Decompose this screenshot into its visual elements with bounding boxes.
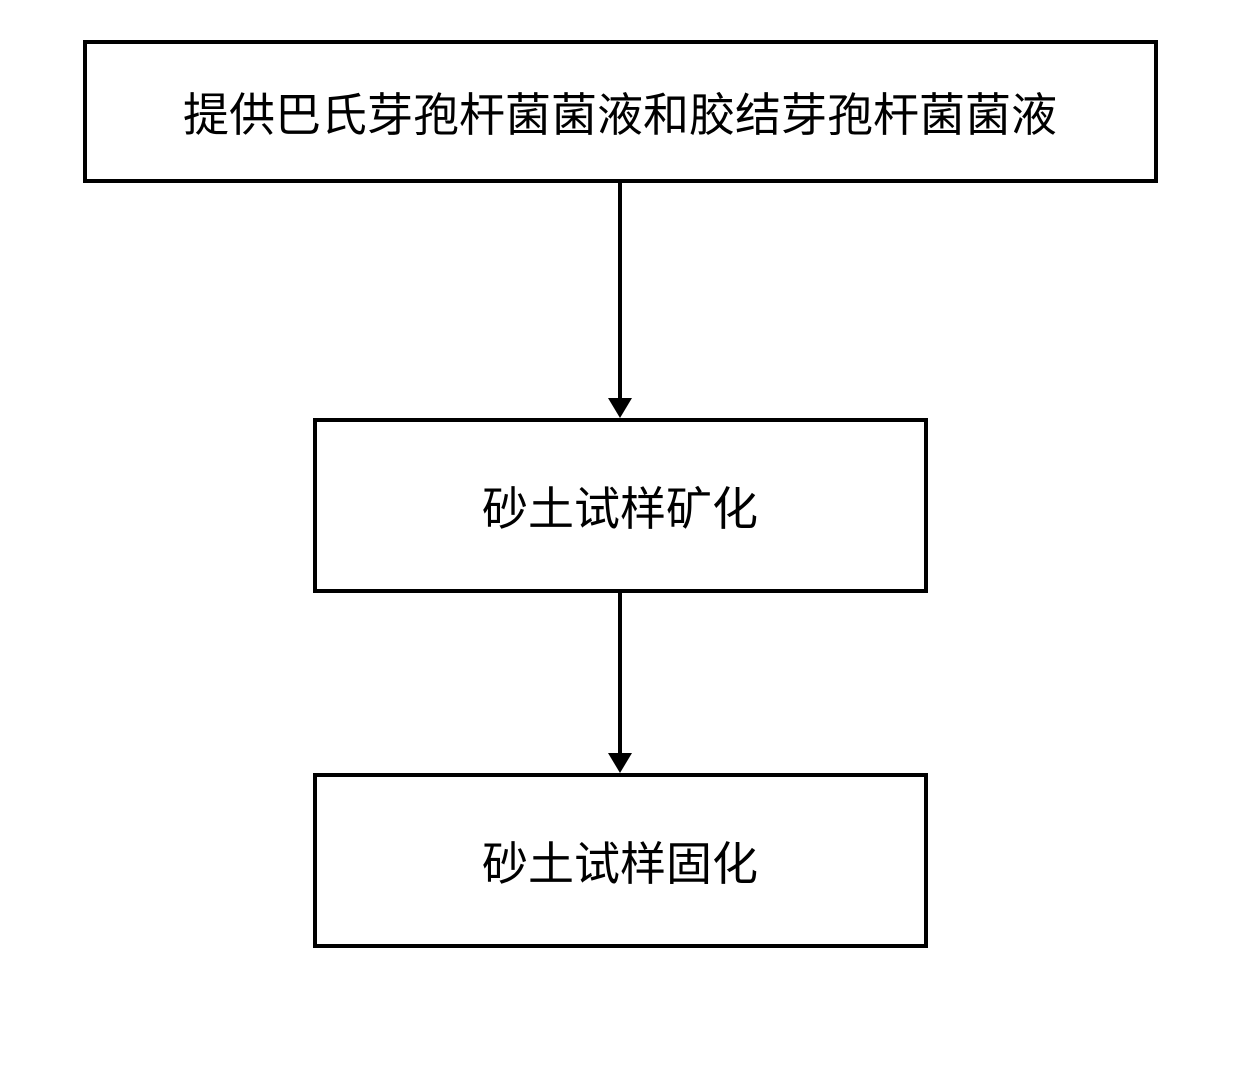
step-3-label: 砂土试样固化 xyxy=(482,828,758,894)
arrow-2-head-icon xyxy=(608,753,632,773)
flowchart-step-1: 提供巴氏芽孢杆菌菌液和胶结芽孢杆菌菌液 xyxy=(83,40,1158,183)
flowchart-step-2: 砂土试样矿化 xyxy=(313,418,928,593)
arrow-1-head-icon xyxy=(608,398,632,418)
step-1-label: 提供巴氏芽孢杆菌菌液和胶结芽孢杆菌菌液 xyxy=(183,79,1057,145)
flowchart-step-3: 砂土试样固化 xyxy=(313,773,928,948)
arrow-2-line xyxy=(618,593,622,753)
arrow-1 xyxy=(608,183,632,418)
arrow-2 xyxy=(608,593,632,773)
step-2-label: 砂土试样矿化 xyxy=(482,473,758,539)
arrow-1-line xyxy=(618,183,622,398)
